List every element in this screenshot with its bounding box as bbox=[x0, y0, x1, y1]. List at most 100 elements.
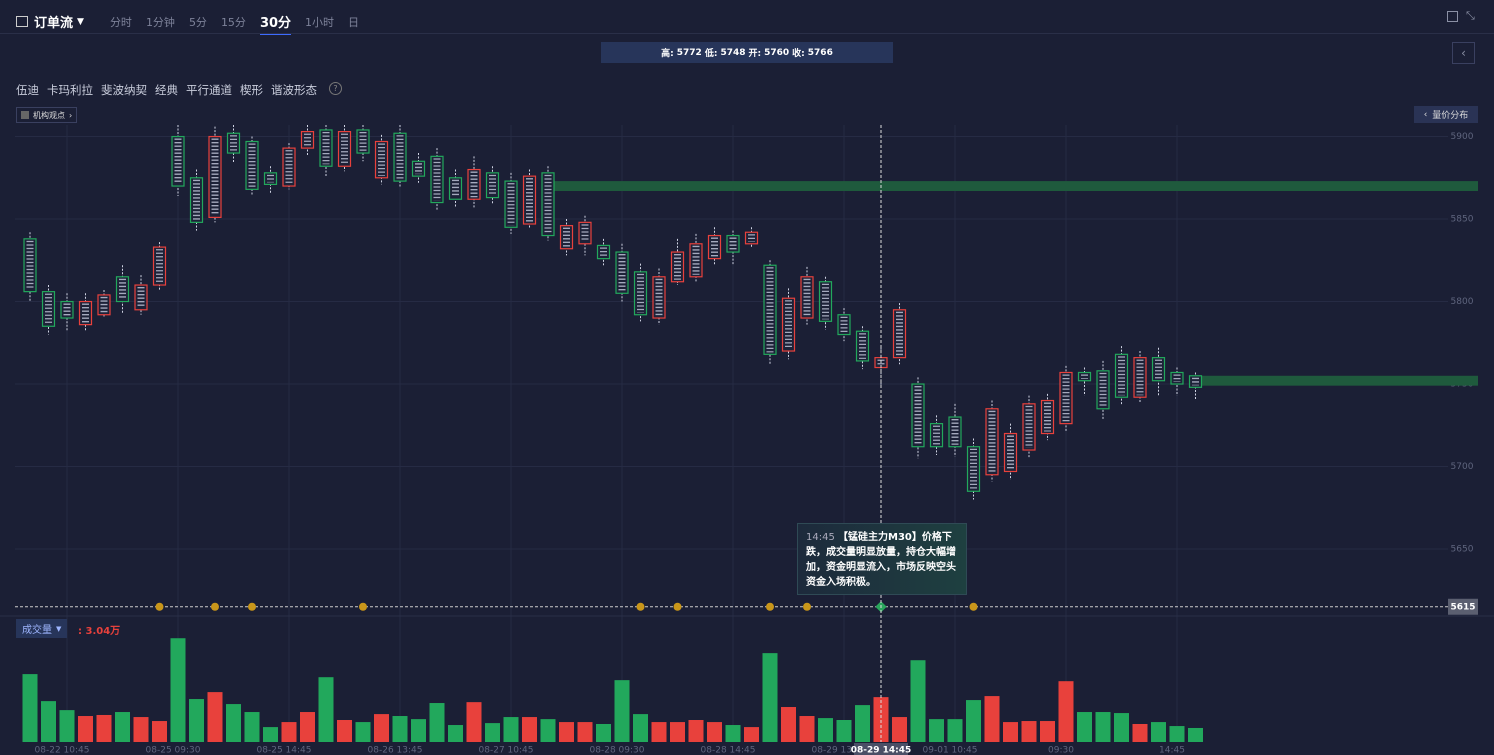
y-tick-label: 5800 bbox=[1451, 297, 1474, 307]
candle-body bbox=[41, 291, 56, 327]
event-icon bbox=[969, 602, 978, 611]
volume-bar bbox=[855, 705, 870, 742]
interval-tab[interactable]: 5分 bbox=[188, 15, 207, 29]
candle-body bbox=[337, 130, 352, 167]
interval-tab[interactable]: 分时 bbox=[109, 15, 132, 29]
tools-row: 伍迪 卡玛利拉 斐波纳契 经典 平行通道 楔形 谐波形态? bbox=[16, 82, 342, 98]
volume-bar bbox=[744, 727, 759, 742]
volume-bar bbox=[152, 721, 167, 742]
crosshair-label-box bbox=[854, 743, 908, 755]
info-value: 5772 bbox=[676, 47, 702, 58]
y-tick-label: 5850 bbox=[1451, 215, 1474, 225]
volume-bar bbox=[226, 704, 241, 742]
volume-bar bbox=[540, 719, 556, 742]
toolbar: 订单流 ▼ 分时 1分钟 5分 15分 30分 1小时日 bbox=[16, 8, 359, 35]
info-bar: 高: 5772 低: 5748 开: 5760 收: 5766 bbox=[601, 42, 893, 63]
interval-tab[interactable]: 日 bbox=[348, 15, 360, 29]
x-tick-label: 08-26 13:45 bbox=[368, 746, 423, 755]
tool-item[interactable]: 经典 bbox=[155, 83, 178, 97]
reference-label-box bbox=[1448, 598, 1478, 615]
tag[interactable]: 机构观点 › bbox=[16, 107, 78, 123]
caret: ▼ bbox=[56, 624, 62, 633]
volume-bar bbox=[836, 720, 852, 742]
volume-bar bbox=[1095, 712, 1111, 742]
chart-icon bbox=[16, 16, 28, 27]
layout-icon[interactable] bbox=[1447, 11, 1458, 22]
event-icon bbox=[359, 602, 367, 611]
interval-tab[interactable]: 15分 bbox=[220, 15, 246, 29]
candle-body bbox=[1059, 371, 1073, 425]
volume-bar bbox=[1021, 721, 1037, 742]
volume-bar bbox=[1058, 681, 1074, 742]
side-arrow: ‹ bbox=[1423, 109, 1428, 120]
info-label: 低: bbox=[704, 49, 718, 59]
volume-bar bbox=[818, 718, 833, 742]
candle-body bbox=[855, 330, 870, 362]
candle-body bbox=[115, 276, 130, 303]
tool-item[interactable]: 谐波形态 bbox=[271, 83, 317, 97]
volume-bar bbox=[707, 722, 722, 742]
x-tick-label: 08-25 09:30 bbox=[146, 746, 201, 755]
volume-bar bbox=[374, 714, 389, 742]
info-value: 5760 bbox=[764, 47, 790, 58]
volume-bar bbox=[929, 719, 944, 742]
event-icon bbox=[211, 602, 219, 611]
candle-body bbox=[189, 177, 204, 223]
volume-bar bbox=[1040, 721, 1055, 742]
help-icon[interactable]: ? bbox=[329, 82, 342, 95]
candle-body bbox=[541, 172, 555, 237]
collapse-button[interactable]: ‹ bbox=[1452, 42, 1475, 64]
x-tick-label: 08-29 13:45 bbox=[812, 746, 867, 755]
tool-item[interactable]: 楔形 bbox=[240, 83, 263, 97]
volume-selector[interactable]: 成交量 ▼ bbox=[16, 619, 68, 638]
candle-body bbox=[966, 446, 981, 492]
volume-bar bbox=[947, 719, 963, 742]
interval-tab[interactable]: 1小时 bbox=[305, 15, 335, 29]
toolbar-title[interactable]: 订单流 bbox=[34, 16, 74, 31]
candle-body bbox=[726, 234, 740, 253]
volume-bar bbox=[115, 712, 130, 742]
volume-bar bbox=[411, 719, 426, 742]
caret[interactable]: ▼ bbox=[77, 16, 84, 27]
volume-bar bbox=[781, 707, 796, 742]
event-icon bbox=[803, 602, 811, 611]
x-tick-label: 09-01 10:45 bbox=[923, 746, 978, 755]
volume-bar bbox=[762, 653, 778, 742]
volume-bar bbox=[318, 677, 334, 742]
candle-body bbox=[948, 416, 962, 448]
volume-bar bbox=[41, 701, 56, 742]
tool-item[interactable]: 伍迪 bbox=[16, 83, 39, 97]
candle-body bbox=[670, 251, 685, 283]
volume-bar bbox=[892, 717, 907, 742]
side-button[interactable]: ‹ 量价分布 bbox=[1414, 106, 1478, 123]
candle-body bbox=[171, 135, 185, 187]
side-button-text: 量价分布 bbox=[1432, 111, 1469, 121]
interval-tab[interactable]: 30分 bbox=[259, 12, 292, 35]
volume-bar bbox=[799, 716, 815, 742]
volume-bar bbox=[1169, 726, 1185, 742]
volume-bar bbox=[670, 722, 685, 742]
volume-readout: : 3.04万 bbox=[78, 626, 121, 637]
volume-bar bbox=[189, 699, 204, 742]
interval-tab[interactable]: 1分钟 bbox=[145, 15, 175, 29]
volume-bar bbox=[633, 714, 648, 742]
volume-bar bbox=[966, 700, 981, 742]
info-value: 5766 bbox=[807, 47, 833, 58]
volume-bar bbox=[522, 717, 537, 742]
info-value: 5748 bbox=[720, 47, 746, 58]
volume-bar bbox=[244, 712, 260, 742]
x-tick-label: 08-22 10:45 bbox=[35, 746, 90, 755]
candle-body bbox=[134, 284, 148, 311]
tool-item[interactable]: 平行通道 bbox=[186, 83, 232, 97]
volume-bar bbox=[96, 714, 112, 742]
x-tick-label: 08-28 14:45 bbox=[701, 746, 756, 755]
tool-item[interactable]: 卡玛利拉 bbox=[47, 83, 93, 97]
volume-bar bbox=[78, 716, 93, 742]
shrink-icon[interactable]: ⤡ bbox=[1466, 9, 1475, 22]
crosshair-label: 08-29 14:45 bbox=[851, 746, 912, 755]
volume-name: 成交量 bbox=[22, 625, 52, 636]
tag-arrow: › bbox=[69, 110, 73, 120]
tool-item[interactable]: 斐波纳契 bbox=[101, 83, 147, 97]
volume-bar bbox=[355, 722, 371, 742]
x-tick-label: 08-25 14:45 bbox=[257, 746, 312, 755]
